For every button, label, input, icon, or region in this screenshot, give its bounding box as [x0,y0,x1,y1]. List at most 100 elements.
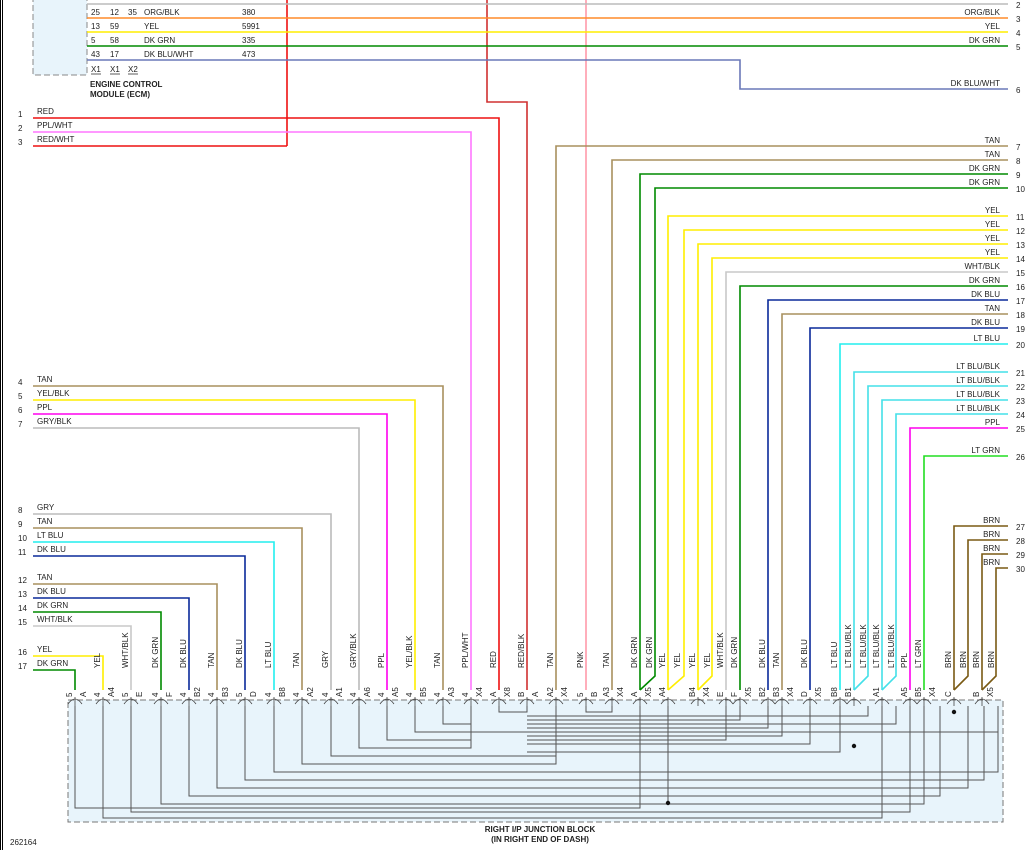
internal-circuit [498,706,528,713]
pin-wire-label: RED [489,651,498,668]
right-wire-number: 19 [1016,325,1025,334]
pin-connector-label: F [165,692,174,697]
pin-cavity-label: A1 [872,687,881,697]
ecm-title-line2: MODULE (ECM) [90,90,150,99]
pin-wire-label: BRN [972,651,981,668]
pin-connector-label: X5 [814,687,823,697]
wire-dk-blu-wht [87,59,1008,90]
pin-connector-label: X5 [986,687,995,697]
pin-wire-label: BRN [959,651,968,668]
pin-cavity-label: 5 [121,692,130,697]
right-wire-label: YEL [985,22,1001,31]
pin-cavity-label: 4 [264,692,273,697]
junction-block-caption: RIGHT I/P JUNCTION BLOCK (IN RIGHT END O… [420,825,660,845]
right-wire-label: LT BLU/BLK [956,404,1000,413]
pin-wire-label: LT BLU [830,641,839,668]
left-wire-number: 4 [18,378,23,387]
internal-circuit [102,706,883,819]
right-wire-label: YEL [985,248,1001,257]
pin-wire-label: GRY [321,650,330,668]
pin-connector-label: B3 [221,687,230,697]
pin-cavity-label: 4 [377,692,386,697]
pin-wire-label: WHT/BLK [716,632,725,668]
right-wire [725,271,1008,690]
left-wire-number: 9 [18,520,23,529]
right-wire [981,553,1008,690]
right-wire-label: ORG/BLK [964,8,1000,17]
pin-cavity-label: B2 [758,687,767,697]
ecm-connector-id: X1 [110,65,120,74]
pin-wire-label: LT BLU/BLK [859,624,868,668]
pin-wire-label: DK BLU [235,639,244,668]
right-wire-number: 25 [1016,425,1025,434]
internal-circuit [160,706,925,805]
ecm-pin-cavity: 17 [110,50,119,59]
left-wire-number: 13 [18,590,27,599]
splice-dot [951,709,957,715]
right-wire-number: 30 [1016,565,1025,574]
right-wire-label: LT BLU [974,334,1001,343]
internal-circuit [74,706,641,809]
internal-circuit [527,706,811,745]
right-wire-label: DK GRN [969,164,1000,173]
pin-connector-label: X4 [616,687,625,697]
right-wire-number: 8 [1016,157,1021,166]
left-wire-number: 16 [18,648,27,657]
pin-wire-label: LT GRN [914,639,923,668]
internal-circuit [244,706,985,781]
right-wire-label: DK BLU/WHT [951,79,1000,88]
right-wire-number: 20 [1016,341,1025,350]
pin-wire-label: DK GRN [730,637,739,668]
pin-cavity-label: C [944,691,953,697]
pin-connector-label: B2 [193,687,202,697]
pin-wire-label: YEL/BLK [405,635,414,668]
left-wire-label: DK GRN [37,659,68,668]
internal-circuit [216,706,969,789]
right-wire-number: 24 [1016,411,1025,420]
right-wire-label: BRN [983,516,1000,525]
pin-wire-label: DK GRN [645,637,654,668]
pin-cavity-label: 4 [349,692,358,697]
pin-cavity-label: 5 [65,692,74,697]
figure-id: 262164 [10,838,37,847]
pin-connector-label: A6 [363,687,372,697]
internal-circuit [301,706,557,765]
junction-block-title: RIGHT I/P JUNCTION BLOCK [484,825,596,834]
right-wire [953,539,1008,691]
ecm-pin-cavity: 13 [91,22,100,31]
pin-connector-label: X4 [475,687,484,697]
left-wire-number: 11 [18,548,27,557]
left-wire-number: 5 [18,392,23,401]
right-wire-number: 12 [1016,227,1025,236]
left-wire-number: 2 [18,124,23,133]
left-wire [33,427,360,690]
pin-wire-label: LT BLU [264,641,273,668]
pin-cavity-label: 4 [461,692,470,697]
pin-cavity-label: B [972,692,981,697]
left-wire [33,597,190,690]
pin-connector-label: A5 [391,687,400,697]
left-wire-label: TAN [37,573,53,582]
right-wire [881,413,1008,691]
pin-cavity-label: B3 [772,687,781,697]
left-wire [33,555,246,690]
ecm-circuit-number: 5991 [242,22,260,31]
right-wire-label: YEL [985,234,1001,243]
pin-wire-label: DK BLU [179,639,188,668]
left-wire-number: 8 [18,506,23,515]
pin-cavity-label: 4 [292,692,301,697]
right-wire [781,313,1008,690]
right-wire-number: 13 [1016,241,1025,250]
right-wire [809,327,1008,690]
right-wire-number: 15 [1016,269,1025,278]
right-wire-number: 18 [1016,311,1025,320]
ecm-wire-color: DK BLU/WHT [144,50,193,59]
pin-connector-label: A [531,691,540,697]
right-wire-label: PPL [985,418,1001,427]
right-wire-number: 23 [1016,397,1025,406]
ecm-module-box [32,0,88,76]
right-wire [909,427,1008,690]
right-wire [697,243,1008,690]
internal-circuit [527,706,741,721]
